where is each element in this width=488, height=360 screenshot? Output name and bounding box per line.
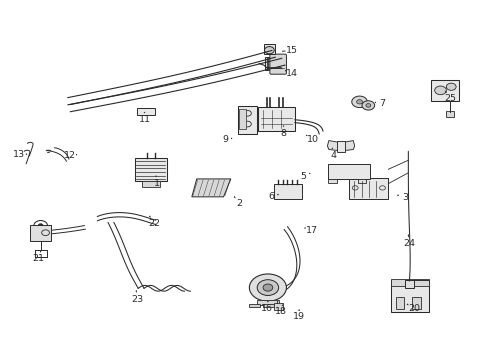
Bar (405, 280, 413, 288)
Text: 5: 5 (300, 172, 305, 181)
Text: 11: 11 (138, 115, 150, 124)
Circle shape (446, 83, 455, 90)
Bar (390, 279, 428, 286)
Bar (328, 179, 336, 183)
Bar (357, 179, 366, 183)
Text: 23: 23 (131, 294, 143, 303)
Text: 10: 10 (306, 135, 318, 144)
Circle shape (351, 96, 366, 108)
Bar (257, 301, 278, 305)
Bar (258, 107, 294, 131)
Text: 20: 20 (407, 304, 419, 313)
Text: 24: 24 (403, 239, 414, 248)
Circle shape (356, 100, 362, 104)
Bar (264, 57, 271, 69)
Text: 13: 13 (13, 150, 25, 159)
Text: 15: 15 (285, 46, 298, 55)
Bar (30, 225, 51, 241)
Circle shape (257, 280, 278, 296)
Text: 3: 3 (402, 193, 407, 202)
Text: 22: 22 (148, 219, 160, 228)
Text: 9: 9 (222, 135, 227, 144)
Text: 16: 16 (260, 304, 272, 313)
Text: 1: 1 (153, 179, 160, 188)
Circle shape (38, 224, 43, 227)
Circle shape (264, 46, 274, 54)
Bar (273, 303, 282, 310)
Bar (249, 304, 260, 307)
Text: 7: 7 (378, 99, 384, 108)
Text: 2: 2 (236, 199, 242, 208)
Text: 14: 14 (285, 69, 298, 78)
Text: 6: 6 (268, 192, 274, 201)
Circle shape (434, 86, 446, 95)
Polygon shape (191, 179, 230, 197)
Polygon shape (343, 140, 354, 150)
Bar (263, 304, 273, 307)
Circle shape (365, 104, 370, 107)
Text: 25: 25 (444, 94, 455, 103)
Bar (328, 164, 369, 179)
Polygon shape (327, 140, 338, 150)
Bar (395, 297, 404, 309)
Text: 18: 18 (275, 307, 286, 316)
Bar (390, 280, 428, 312)
Bar (348, 178, 387, 199)
Text: 17: 17 (305, 226, 317, 235)
Circle shape (361, 101, 374, 110)
Bar (336, 141, 344, 152)
Circle shape (249, 274, 286, 301)
Text: 12: 12 (64, 151, 76, 160)
Bar (430, 80, 458, 101)
Circle shape (263, 284, 272, 291)
FancyBboxPatch shape (269, 54, 286, 74)
Bar (264, 44, 274, 54)
Bar (142, 181, 159, 187)
Bar (273, 184, 302, 199)
Text: 8: 8 (280, 129, 286, 138)
Bar (135, 158, 166, 181)
Bar (238, 109, 245, 129)
Bar (411, 297, 420, 309)
Bar (137, 108, 155, 116)
Text: 19: 19 (292, 312, 305, 321)
Bar (446, 111, 453, 117)
Text: 4: 4 (329, 151, 336, 160)
Bar (237, 106, 257, 134)
Text: 21: 21 (33, 255, 44, 264)
